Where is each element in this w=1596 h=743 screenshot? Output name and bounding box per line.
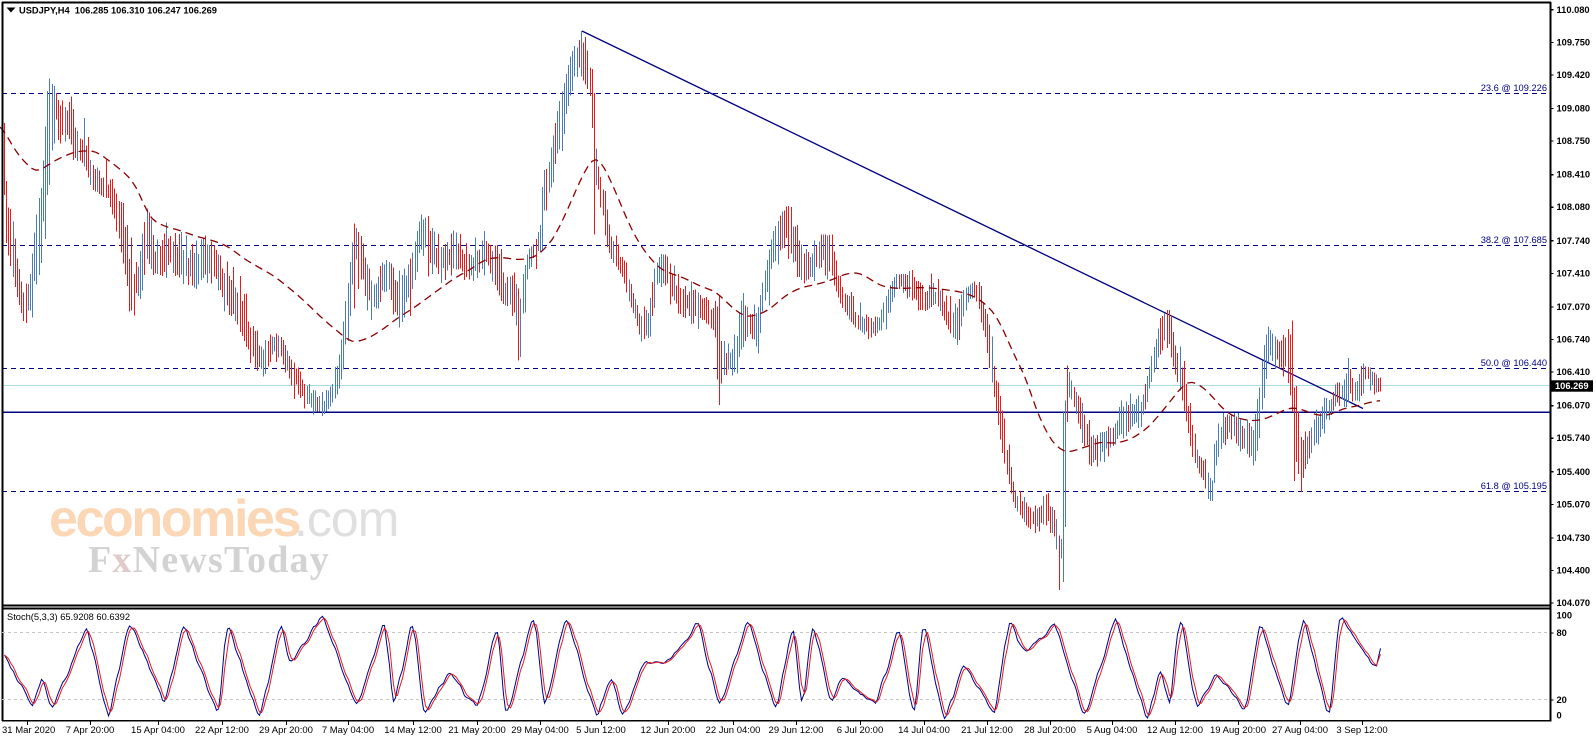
svg-text:7 Apr 20:00: 7 Apr 20:00 [66,725,115,736]
svg-text:110.080: 110.080 [1557,5,1590,15]
svg-text:14 May 12:00: 14 May 12:00 [384,725,442,736]
svg-text:109.080: 109.080 [1557,104,1591,114]
svg-text:109.750: 109.750 [1557,37,1591,47]
svg-text:80: 80 [1557,628,1567,638]
svg-text:19 Aug 20:00: 19 Aug 20:00 [1210,725,1266,736]
svg-text:108.750: 108.750 [1557,136,1591,146]
svg-text:105.070: 105.070 [1557,499,1591,509]
svg-text:12 Jun 20:00: 12 Jun 20:00 [641,725,696,736]
svg-text:104.400: 104.400 [1557,566,1591,576]
svg-text:5 Jun 12:00: 5 Jun 12:00 [576,725,626,736]
svg-text:106.740: 106.740 [1557,335,1591,345]
svg-text:31 Mar 2020: 31 Mar 2020 [2,725,55,736]
svg-text:27 Aug 04:00: 27 Aug 04:00 [1272,725,1328,736]
svg-text:5 Aug 04:00: 5 Aug 04:00 [1087,725,1138,736]
svg-text:29 Jun 12:00: 29 Jun 12:00 [769,725,824,736]
svg-text:21 May 20:00: 21 May 20:00 [448,725,506,736]
svg-text:20: 20 [1557,695,1567,705]
svg-text:FxNewsToday: FxNewsToday [88,539,330,581]
svg-text:21 Jul 12:00: 21 Jul 12:00 [961,725,1013,736]
svg-text:Stoch(5,3,3) 65.9208 60.6392: Stoch(5,3,3) 65.9208 60.6392 [7,612,130,622]
svg-text:economies: economies [49,490,300,548]
svg-text:107.740: 107.740 [1557,236,1591,246]
svg-text:0: 0 [1557,711,1562,721]
svg-text:106.410: 106.410 [1557,367,1591,377]
svg-text:29 May 04:00: 29 May 04:00 [511,725,569,736]
svg-text:15 Apr 04:00: 15 Apr 04:00 [131,725,185,736]
svg-text:22 Apr 12:00: 22 Apr 12:00 [195,725,249,736]
svg-text:105.740: 105.740 [1557,433,1591,443]
svg-text:100: 100 [1557,611,1573,621]
svg-text:14 Jul 04:00: 14 Jul 04:00 [898,725,950,736]
svg-text:107.410: 107.410 [1557,268,1591,278]
svg-text:105.400: 105.400 [1557,467,1591,477]
svg-text:7 May 04:00: 7 May 04:00 [322,725,374,736]
svg-text:108.410: 108.410 [1557,170,1591,180]
svg-text:23.6 @ 109.226: 23.6 @ 109.226 [1481,83,1547,93]
svg-text:3 Sep 12:00: 3 Sep 12:00 [1336,725,1387,736]
svg-text:38.2 @ 107.685: 38.2 @ 107.685 [1481,235,1547,245]
svg-text:107.070: 107.070 [1557,302,1591,312]
svg-text:61.8 @ 105.195: 61.8 @ 105.195 [1481,481,1547,491]
svg-text:12 Aug 12:00: 12 Aug 12:00 [1147,725,1203,736]
svg-text:28 Jul 20:00: 28 Jul 20:00 [1024,725,1076,736]
svg-text:29 Apr 20:00: 29 Apr 20:00 [259,725,313,736]
svg-text:USDJPY,H4 106.285 106.310 106: USDJPY,H4 106.285 106.310 106.247 106.26… [19,6,217,16]
svg-text:104.070: 104.070 [1557,598,1591,608]
svg-text:50.0 @ 106.440: 50.0 @ 106.440 [1481,358,1547,368]
svg-text:22 Jun 04:00: 22 Jun 04:00 [706,725,761,736]
svg-text:6 Jul 20:00: 6 Jul 20:00 [837,725,883,736]
svg-text:106.269: 106.269 [1555,381,1589,391]
svg-text:106.070: 106.070 [1557,401,1591,411]
svg-text:109.420: 109.420 [1557,70,1591,80]
svg-text:.com: .com [294,491,398,547]
svg-text:108.080: 108.080 [1557,202,1591,212]
svg-text:104.730: 104.730 [1557,533,1591,543]
